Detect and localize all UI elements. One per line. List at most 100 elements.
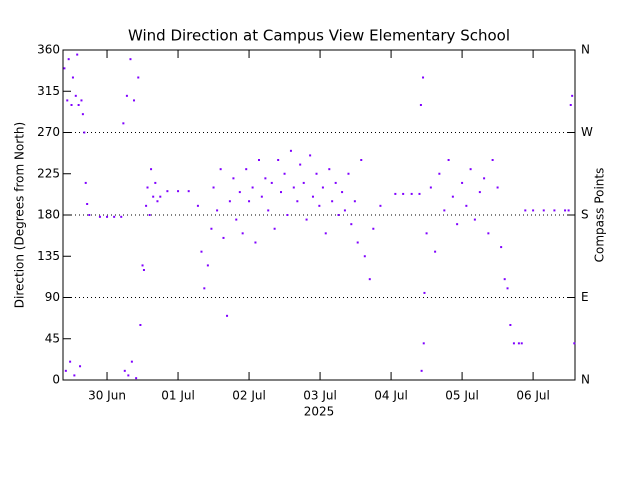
data-point [517, 342, 520, 345]
data-point [564, 209, 567, 212]
data-point [573, 342, 576, 345]
data-point [270, 181, 273, 184]
data-point [86, 203, 89, 205]
data-point [120, 215, 123, 218]
data-point [402, 192, 405, 195]
data-point [133, 99, 136, 102]
data-point [129, 58, 132, 61]
data-point [363, 255, 366, 258]
data-point [524, 209, 527, 212]
data-point [187, 190, 190, 193]
data-point [228, 200, 231, 203]
data-point [71, 76, 74, 79]
data-point [302, 181, 305, 184]
data-point [422, 342, 425, 345]
data-point [368, 278, 371, 281]
data-point [500, 246, 503, 249]
data-point [150, 168, 153, 171]
data-point [206, 264, 209, 267]
data-point [356, 241, 359, 244]
y2-tick-label: W [581, 125, 593, 139]
data-point [425, 232, 428, 235]
data-point [318, 204, 321, 207]
data-point [106, 215, 109, 218]
data-point [127, 374, 130, 377]
x-tick-label: 01 Jul [161, 389, 195, 403]
x-tick-label: 04 Jul [374, 389, 408, 403]
data-point [372, 227, 375, 230]
data-point [506, 287, 509, 290]
data-point [379, 204, 382, 207]
data-point [350, 223, 353, 226]
data-point [331, 200, 334, 203]
data-point [420, 369, 423, 372]
data-point [434, 250, 437, 253]
data-point [80, 99, 83, 102]
x-tick-label: 06 Jul [516, 389, 550, 403]
data-point [84, 181, 87, 184]
x-tick-label: 05 Jul [445, 389, 479, 403]
y2-axis-label: Compass Points [593, 168, 607, 263]
data-point [166, 190, 169, 193]
data-point [532, 209, 535, 212]
data-point [305, 218, 308, 221]
data-point [226, 314, 229, 317]
y-tick-label: 135 [37, 249, 60, 263]
data-point [219, 168, 222, 171]
y-tick-label: 90 [45, 290, 60, 304]
data-point [69, 360, 72, 363]
data-point [248, 200, 251, 203]
data-point [418, 192, 421, 195]
data-point [309, 154, 312, 157]
x-tick-label: 02 Jul [232, 389, 266, 403]
data-point [145, 204, 148, 207]
data-point [283, 172, 286, 175]
data-point [569, 104, 572, 106]
data-point [422, 76, 425, 79]
data-point [286, 214, 289, 216]
data-point [137, 76, 140, 79]
data-point [238, 191, 241, 194]
y-tick-label: 0 [52, 373, 60, 387]
data-point [159, 195, 162, 198]
data-point [260, 195, 263, 198]
data-point [67, 58, 70, 61]
y-tick-label: 225 [37, 166, 60, 180]
data-point [123, 369, 126, 372]
data-point [542, 209, 545, 212]
data-point [337, 214, 340, 216]
data-point [438, 172, 441, 175]
y2-tick-label: S [581, 208, 589, 222]
data-point [465, 204, 468, 207]
data-point [520, 342, 523, 345]
data-point [222, 236, 225, 239]
data-point [267, 209, 270, 212]
data-point [567, 209, 570, 212]
y-tick-label: 270 [37, 125, 60, 139]
data-point [328, 168, 331, 171]
data-point [461, 181, 464, 184]
data-point [148, 214, 151, 216]
data-point [177, 190, 180, 193]
data-point [410, 192, 413, 195]
data-point [66, 99, 69, 102]
data-point [139, 324, 142, 326]
data-point [353, 200, 356, 203]
x-tick-label: 30 Jun [88, 389, 126, 403]
y2-tick-label: N [581, 373, 590, 387]
data-point [200, 250, 203, 253]
data-point [122, 122, 125, 125]
data-point [141, 264, 144, 267]
data-point [487, 232, 490, 235]
data-point [203, 287, 206, 290]
data-point [296, 200, 299, 203]
data-point [196, 204, 199, 207]
data-point [130, 360, 133, 363]
data-point [456, 223, 459, 226]
data-point [321, 186, 324, 189]
y-tick-label: 180 [37, 208, 60, 222]
data-point [423, 291, 426, 294]
data-point [512, 342, 515, 345]
data-point [73, 374, 76, 377]
data-point [292, 186, 295, 189]
